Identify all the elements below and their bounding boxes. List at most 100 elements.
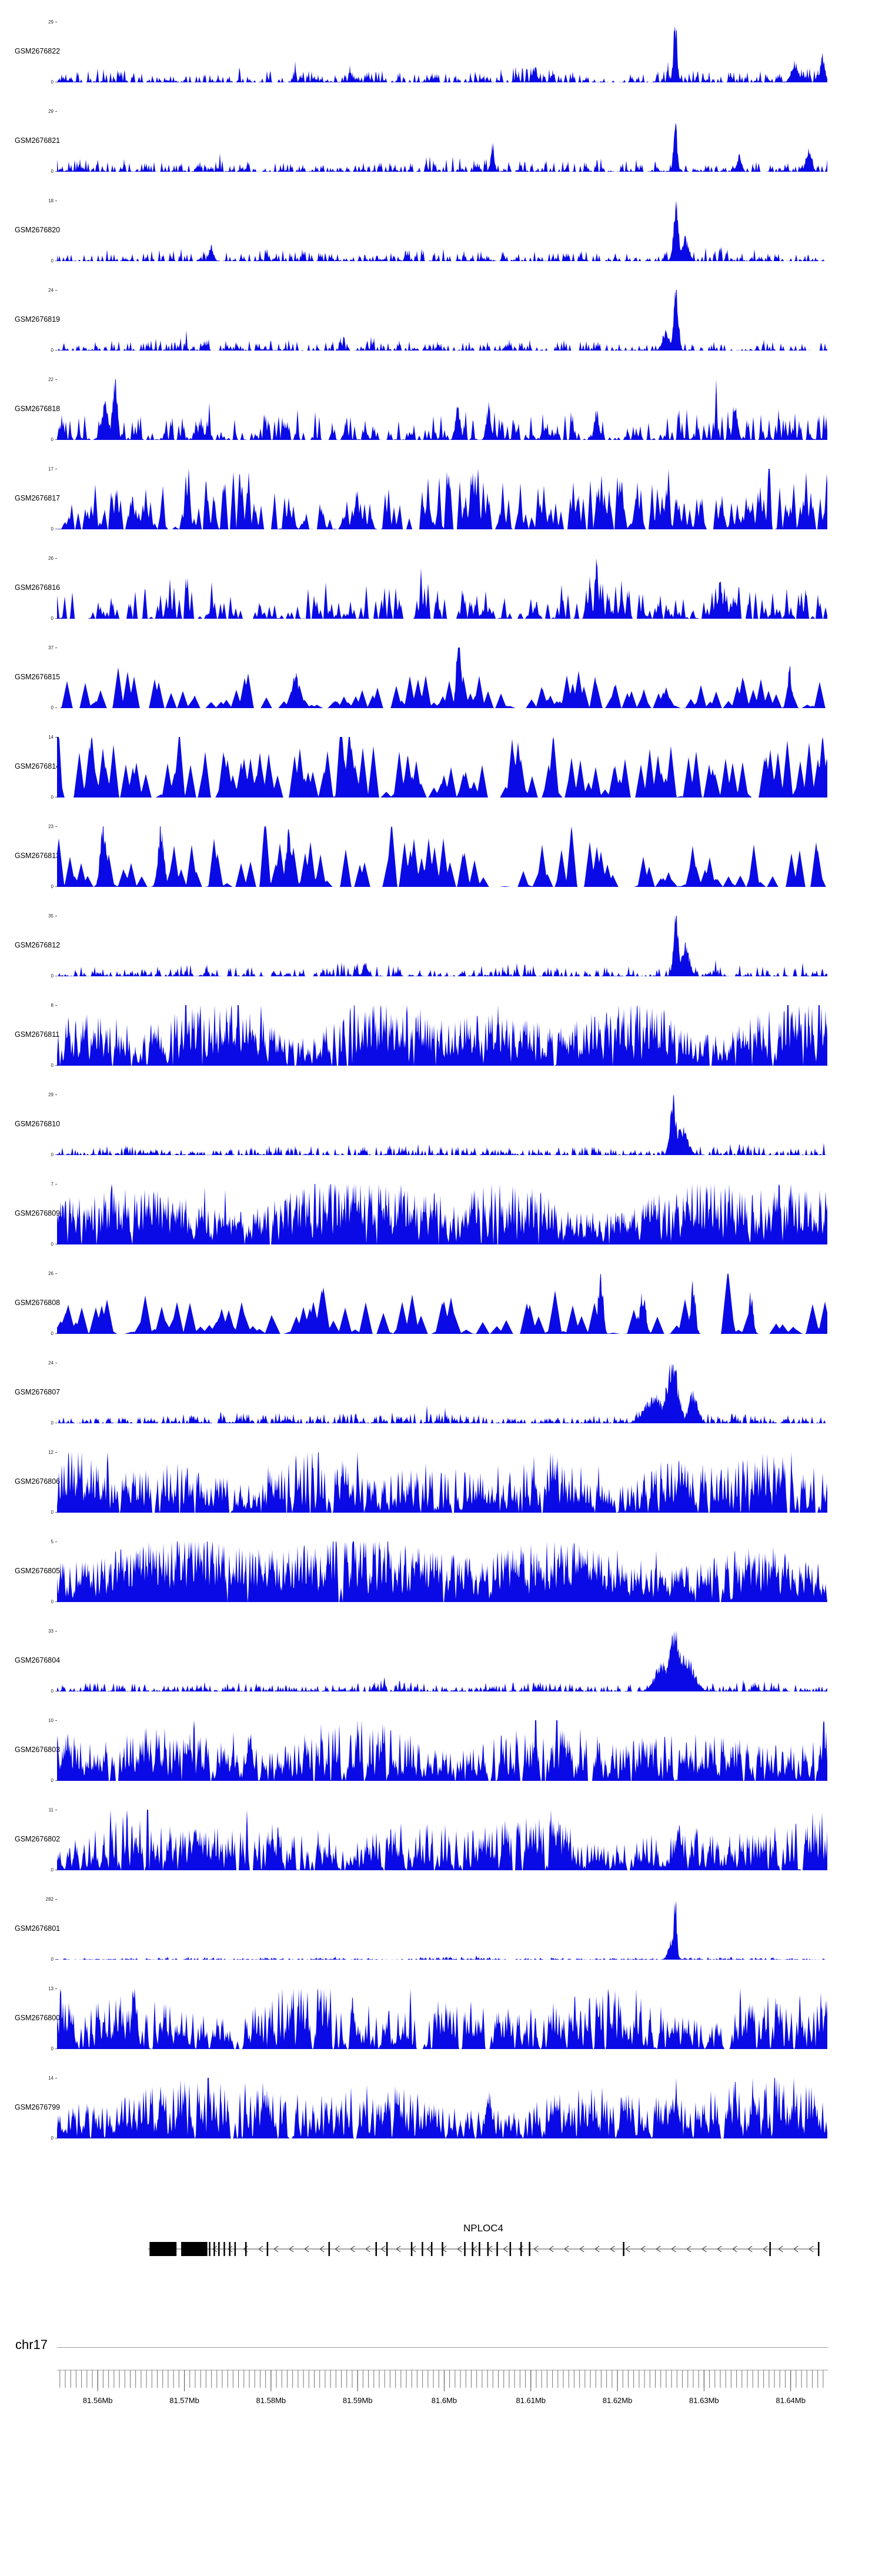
strand-arrow-icon [610,2245,615,2253]
track-signal [57,201,827,261]
track-row: GSM2676811 8 0 [0,1000,882,1089]
y-axis-zero-label: 0 [51,348,54,353]
track-plot: 11 0 [49,1807,828,1873]
signal-area [57,1005,827,1066]
strand-arrow-icon [365,2245,370,2253]
y-axis-zero-label: 0 [51,795,54,800]
ruler-tick-label: 81.63Mb [689,2396,719,2405]
gene-model-track: NPLOC4 [148,2223,820,2256]
strand-arrow-icon [228,2245,233,2253]
track-plot: 12 0 [48,1450,828,1515]
strand-arrow-icon [778,2245,783,2253]
y-axis-max-label: 18 [48,198,54,203]
exon [209,2242,211,2256]
y-axis-max-label: 35 [48,913,54,919]
y-axis-max-label: 10 [48,1718,54,1723]
y-axis-zero-label: 0 [51,1420,54,1426]
track-row: GSM2676809 7 0 [0,1179,882,1268]
track-signal [57,558,827,619]
ruler-tick-label: 81.59Mb [343,2396,373,2405]
track-row: GSM2676799 14 0 [0,2073,882,2162]
signal-area [57,1901,827,1960]
ruler-tick-label: 81.57Mb [169,2396,199,2405]
track-plot: 22 0 [48,377,828,442]
y-axis-tick [55,1899,57,1900]
track-signal [57,2078,827,2138]
y-axis-zero-label: 0 [51,705,54,710]
track-signal [57,1720,827,1781]
strand-arrow-icon [319,2245,325,2253]
strand-arrow-icon [426,2245,432,2253]
exon [213,2242,215,2256]
strand-arrow-icon [273,2245,279,2253]
y-axis-tick [55,1065,57,1066]
strand-arrow-icon [212,2245,218,2253]
track-label: GSM2676815 [15,673,61,681]
y-axis-tick [55,1333,57,1334]
y-axis-max-label: 37 [48,645,54,650]
y-axis-zero-label: 0 [51,1152,54,1157]
exon [245,2242,247,2256]
track-plot: 26 0 [48,556,828,621]
y-axis-tick [55,1512,57,1513]
track-label: GSM2676817 [15,494,61,502]
strand-arrow-icon [304,2245,309,2253]
exon [769,2242,771,2256]
y-axis-tick [55,1005,57,1006]
y-axis-max-label: 14 [48,2076,54,2081]
track-signal [57,648,827,708]
signal-area [57,1541,827,1602]
strand-arrow-icon [625,2245,630,2253]
y-axis-max-label: 33 [48,1629,54,1634]
track-label: GSM2676809 [15,1209,61,1217]
strand-arrow-icon [335,2245,340,2253]
track-plot: 14 0 [48,735,828,800]
exon [442,2242,443,2256]
exon [223,2242,225,2256]
track-plot: 17 0 [48,466,828,532]
y-axis-tick [55,797,57,798]
strand-arrow-icon [380,2245,386,2253]
y-axis-zero-label: 0 [51,1867,54,1873]
y-axis-zero-label: 0 [51,1778,54,1783]
track-label: GSM2676811 [15,1030,60,1039]
ruler-tick-label: 81.61Mb [516,2396,546,2405]
strand-arrow-icon [457,2245,462,2253]
track-label: GSM2676819 [15,315,61,323]
exon [422,2242,423,2256]
track-label: GSM2676803 [15,1746,61,1754]
strand-arrow-icon [564,2245,569,2253]
y-axis-tick [55,737,57,738]
exon [375,2242,377,2256]
track-signal [57,826,827,887]
strand-arrow-icon [579,2245,584,2253]
track-signal [57,1363,827,1423]
y-axis-tick [55,1988,57,1989]
y-axis-max-label: 8 [51,1003,54,1008]
signal-area [57,26,827,82]
track-signal [57,1095,827,1155]
track-signal [57,379,827,440]
gene-name-label: NPLOC4 [463,2223,503,2234]
track-label: GSM2676822 [15,47,61,55]
y-axis-zero-label: 0 [51,437,54,442]
signal-area [57,558,827,619]
y-axis-max-label: 7 [51,1182,54,1187]
track-label: GSM2676805 [15,1567,61,1575]
track-plot: 13 0 [48,1986,828,2051]
track-row: GSM2676804 33 0 [0,1626,882,1715]
y-axis-tick [55,1541,57,1542]
y-axis-zero-label: 0 [51,2046,54,2051]
track-label: GSM2676799 [15,2103,61,2111]
track-plot: 37 0 [48,645,828,710]
y-axis-zero-label: 0 [51,1063,54,1068]
exon [623,2242,624,2256]
track-row: GSM2676821 29 0 [0,106,882,195]
track-plot: 24 0 [48,1360,828,1426]
track-row: GSM2676818 22 0 [0,374,882,463]
track-signal [57,737,827,798]
y-axis-tick [55,1780,57,1781]
